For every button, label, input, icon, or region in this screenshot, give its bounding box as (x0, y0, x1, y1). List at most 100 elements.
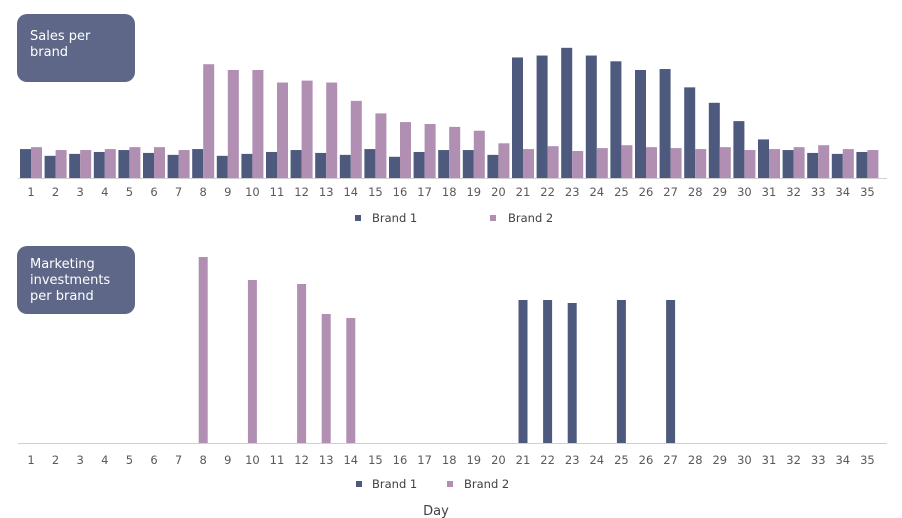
x-tick-label: 23 (565, 185, 580, 199)
chart-title-line: brand (30, 45, 69, 60)
bar-brand2 (252, 70, 264, 178)
x-tick-label: 31 (762, 453, 777, 467)
bar-brand2 (277, 82, 288, 178)
x-tick-label: 2 (52, 453, 59, 467)
bar-brand1 (487, 154, 499, 178)
bar-brand2 (473, 130, 485, 178)
bar-brand1 (782, 150, 794, 178)
bar-brand2 (572, 151, 584, 178)
x-tick-label: 15 (368, 453, 383, 467)
bar-brand1 (389, 156, 400, 178)
bar-brand1 (118, 150, 130, 178)
bar-brand1 (807, 152, 819, 178)
bar-brand1 (684, 87, 696, 178)
x-tick-label: 21 (516, 185, 531, 199)
x-tick-label: 10 (245, 185, 260, 199)
x-tick-label: 34 (835, 185, 850, 199)
x-tick-label: 32 (786, 185, 801, 199)
x-tick-label: 28 (688, 185, 703, 199)
x-tick-label: 29 (712, 453, 727, 467)
x-tick-label: 27 (663, 185, 678, 199)
x-tick-label: 14 (343, 185, 358, 199)
x-tick-label: 9 (224, 453, 231, 467)
x-tick-label: 16 (393, 185, 408, 199)
x-tick-label: 18 (442, 453, 457, 467)
bar-brand1 (315, 152, 327, 178)
x-tick-label: 8 (200, 453, 207, 467)
x-tick-label: 24 (589, 185, 604, 199)
x-tick-label: 32 (786, 453, 801, 467)
bar-brand2 (449, 126, 461, 178)
x-tick-label: 13 (319, 185, 334, 199)
bar-brand2 (523, 149, 534, 178)
chart-title-line: investments (30, 273, 111, 288)
x-axis-title: Day (423, 504, 449, 518)
x-tick-label: 30 (737, 185, 752, 199)
bar-brand2 (346, 318, 356, 443)
x-tick-label: 31 (762, 185, 777, 199)
legend-label-brand2: Brand 2 (508, 211, 553, 225)
x-tick-label: 28 (688, 453, 703, 467)
bar-brand1 (241, 153, 253, 178)
bar-brand1 (93, 151, 105, 178)
x-tick-label: 33 (811, 453, 826, 467)
x-tick-label: 7 (175, 453, 182, 467)
bar-brand1 (462, 150, 474, 178)
bar-brand1 (831, 153, 843, 178)
x-tick-label: 5 (126, 453, 133, 467)
chart-title-line: per brand (30, 289, 94, 304)
legend-label-brand1: Brand 1 (372, 211, 417, 225)
bar-brand2 (424, 124, 436, 178)
chart-title-line: Sales per (30, 29, 91, 44)
legend-swatch-brand2 (490, 215, 496, 221)
bar-brand2 (375, 113, 387, 178)
bar-brand1 (44, 155, 56, 178)
bar-brand2 (867, 150, 879, 178)
x-tick-label: 12 (294, 453, 309, 467)
x-tick-label: 19 (466, 185, 481, 199)
bar-brand1 (290, 150, 302, 178)
bar-brand2 (129, 147, 141, 178)
bar-brand2 (547, 146, 559, 178)
bar-brand1 (518, 300, 528, 443)
x-tick-label: 8 (200, 185, 207, 199)
bar-brand2 (326, 82, 338, 178)
bar-brand2 (646, 147, 657, 178)
bar-brand2 (31, 147, 42, 178)
bar-brand1 (616, 300, 626, 443)
bar-brand2 (321, 314, 331, 443)
x-tick-label: 12 (294, 185, 309, 199)
x-tick-label: 33 (811, 185, 826, 199)
bar-brand2 (596, 148, 608, 178)
x-tick-label: 5 (126, 185, 133, 199)
bar-brand2 (719, 147, 731, 178)
bar-brand1 (567, 303, 577, 443)
x-tick-label: 17 (417, 453, 432, 467)
bar-brand1 (167, 154, 179, 178)
bar-brand2 (227, 70, 239, 178)
x-tick-label: 3 (77, 185, 84, 199)
bar-brand1 (512, 57, 523, 178)
x-tick-label: 11 (270, 185, 285, 199)
x-tick-label: 35 (860, 453, 875, 467)
bar-brand2 (154, 147, 165, 178)
x-tick-label: 26 (639, 185, 654, 199)
bar-brand2 (400, 122, 411, 178)
bar-brand2 (818, 145, 830, 178)
bar-brand1 (561, 47, 573, 179)
bar-brand1 (666, 300, 676, 443)
bar-brand2 (301, 80, 313, 178)
bar-brand2 (104, 149, 116, 178)
bar-brand2 (178, 150, 190, 178)
x-tick-label: 18 (442, 185, 457, 199)
x-tick-label: 27 (663, 453, 678, 467)
x-tick-label: 1 (27, 453, 34, 467)
bar-brand2 (198, 257, 208, 443)
legend-swatch-brand1 (356, 481, 362, 487)
x-tick-label: 34 (835, 453, 850, 467)
x-tick-label: 17 (417, 185, 432, 199)
bar-brand1 (266, 151, 277, 178)
x-tick-label: 26 (639, 453, 654, 467)
x-tick-label: 21 (516, 453, 531, 467)
